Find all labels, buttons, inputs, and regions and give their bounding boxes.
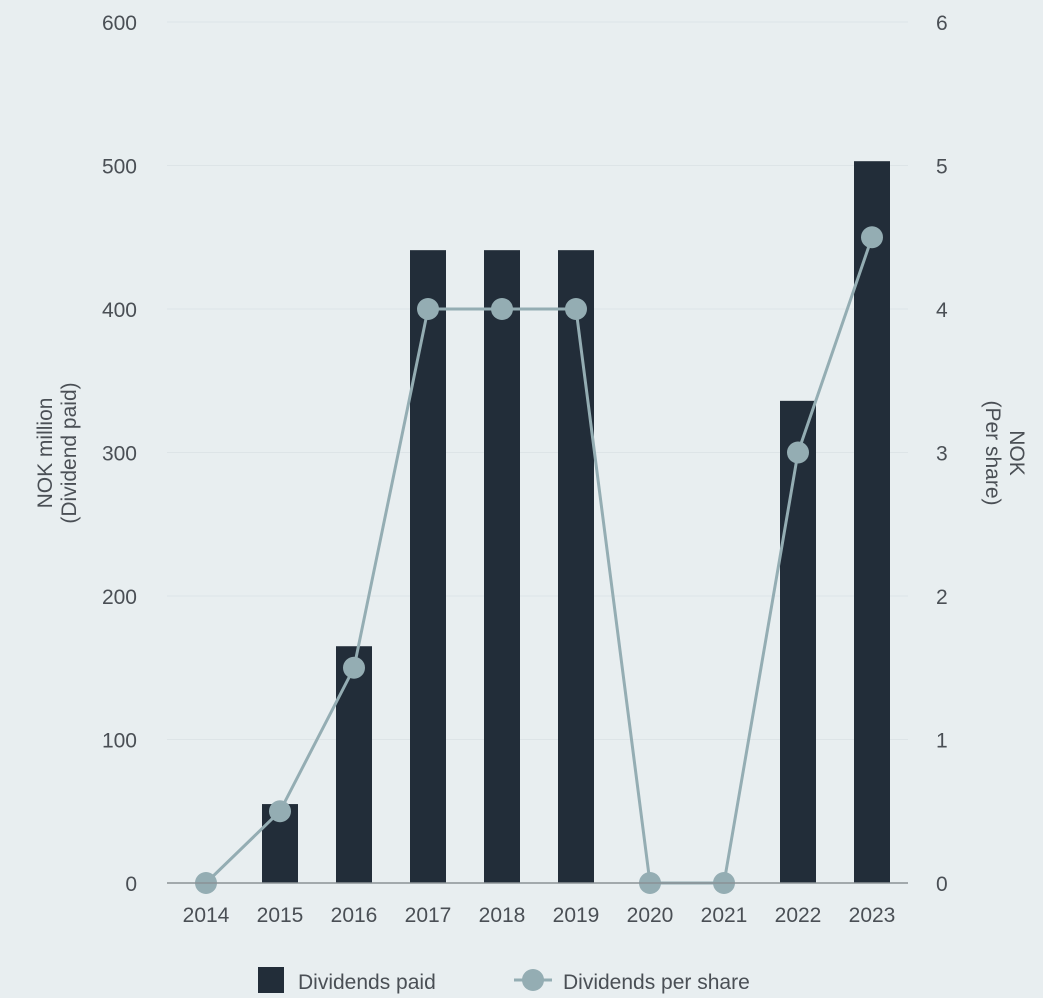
point-2019 (565, 298, 587, 320)
legend-label-dividends-per-share: Dividends per share (563, 971, 750, 994)
bar-2019 (558, 250, 594, 884)
point-2017 (417, 298, 439, 320)
bar-2017 (410, 250, 446, 884)
legend-swatch-dividends-paid (258, 967, 284, 993)
x-tick-label: 2016 (331, 904, 378, 927)
y-right-tick-label: 6 (936, 12, 948, 35)
bar-2018 (484, 250, 520, 884)
y-left-axis-title: NOK million (Dividend paid) (34, 382, 81, 523)
x-tick-label: 2021 (701, 904, 748, 927)
bar-2022 (780, 400, 816, 883)
legend-marker-dividends-per-share (522, 969, 544, 991)
y-right-tick-label: 3 (936, 443, 948, 466)
y-right-tick-label: 5 (936, 156, 948, 179)
x-tick-label: 2018 (479, 904, 526, 927)
y-right-tick-label: 1 (936, 730, 948, 753)
x-tick-label: 2014 (183, 904, 230, 927)
y-left-tick-label: 400 (102, 299, 137, 322)
y-right-tick-label: 4 (936, 299, 948, 322)
legend: Dividends paid Dividends per share (258, 967, 750, 994)
x-tick-label: 2022 (775, 904, 822, 927)
y-right-axis-title: NOK (Per share) (981, 400, 1028, 505)
line-dividends-per-share (195, 226, 883, 894)
y-left-title-line1: NOK million (34, 398, 57, 509)
y-left-tick-label: 600 (102, 12, 137, 35)
x-tick-label: 2020 (627, 904, 674, 927)
axes: 0 100 200 300 400 500 600 0 1 2 3 4 5 6 2014 2015 2016 20… (102, 12, 948, 927)
bar-2016 (336, 646, 372, 883)
x-tick-label: 2023 (849, 904, 896, 927)
y-left-tick-label: 200 (102, 586, 137, 609)
bars-dividends-paid (262, 161, 890, 884)
legend-label-dividends-paid: Dividends paid (298, 971, 436, 994)
bar-2023 (854, 161, 890, 883)
point-2016 (343, 656, 365, 679)
point-2022 (787, 441, 809, 464)
y-right-tick-label: 0 (936, 873, 948, 896)
point-2018 (491, 298, 513, 320)
point-2015 (269, 800, 291, 823)
x-tick-label: 2017 (405, 904, 452, 927)
dividends-per-share-line (204, 236, 874, 885)
y-right-title-line2: (Per share) (981, 400, 1004, 505)
y-left-tick-label: 300 (102, 443, 137, 466)
y-left-title-line2: (Dividend paid) (58, 382, 81, 523)
y-left-tick-label: 500 (102, 156, 137, 179)
x-tick-label: 2015 (257, 904, 304, 927)
y-right-tick-label: 2 (936, 586, 948, 609)
point-2023 (861, 226, 883, 249)
y-left-tick-label: 0 (125, 873, 137, 896)
y-right-title-line1: NOK (1005, 430, 1028, 476)
x-tick-label: 2019 (553, 904, 600, 927)
y-left-tick-label: 100 (102, 730, 137, 753)
